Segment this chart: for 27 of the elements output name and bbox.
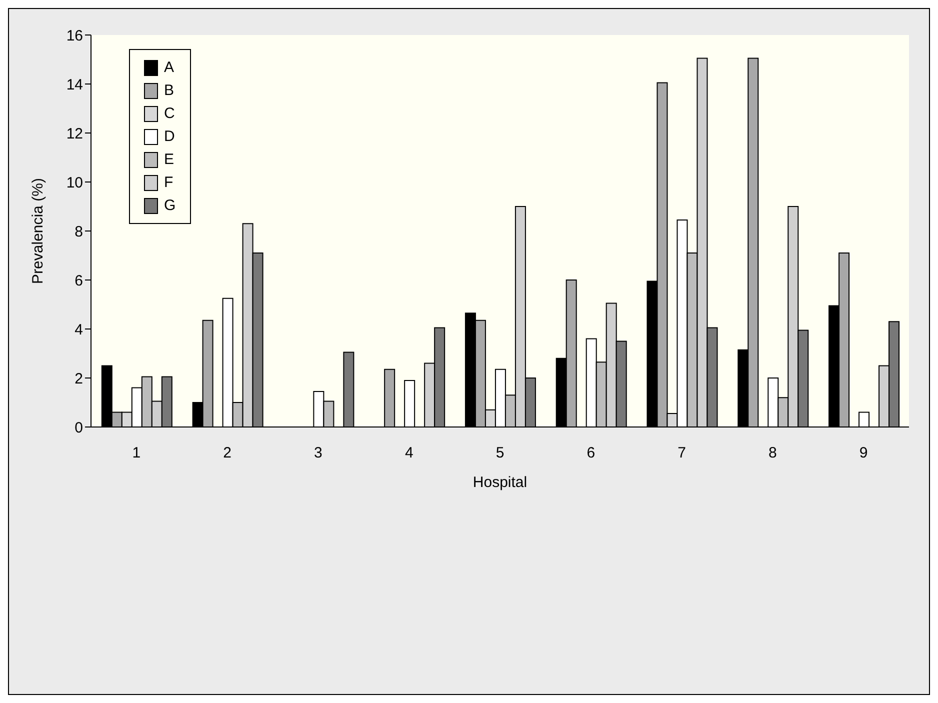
legend-label: C (164, 105, 175, 122)
y-tick-label: 10 (66, 174, 83, 192)
y-tick-label: 6 (74, 272, 83, 290)
x-tick-label: 4 (404, 444, 414, 462)
y-tick-label: 12 (66, 125, 83, 142)
legend-label: D (164, 128, 175, 145)
y-tick-label: 2 (74, 370, 83, 388)
legend-label: F (164, 174, 174, 191)
y-tick-label: 4 (74, 321, 83, 338)
x-tick-label: 9 (859, 444, 868, 462)
legend-label: A (164, 59, 174, 76)
legend-label: G (164, 197, 176, 214)
x-tick-label: 8 (768, 444, 777, 462)
y-tick-label: 16 (66, 27, 83, 44)
x-tick-label: 2 (223, 444, 232, 462)
x-tick-label: 7 (678, 444, 686, 462)
legend-label: B (164, 82, 174, 99)
y-tick-label: 0 (74, 419, 83, 436)
x-tick-label: 3 (314, 444, 322, 462)
x-tick-label: 6 (586, 444, 596, 462)
x-tick-label: 1 (132, 444, 141, 462)
y-tick-label: 8 (74, 223, 83, 240)
y-axis-title: Prevalencia (%) (29, 178, 46, 284)
legend-label: E (164, 151, 174, 168)
x-tick-label: 5 (496, 444, 504, 462)
y-tick-label: 14 (66, 76, 83, 94)
x-axis-title: Hospital (472, 474, 528, 491)
